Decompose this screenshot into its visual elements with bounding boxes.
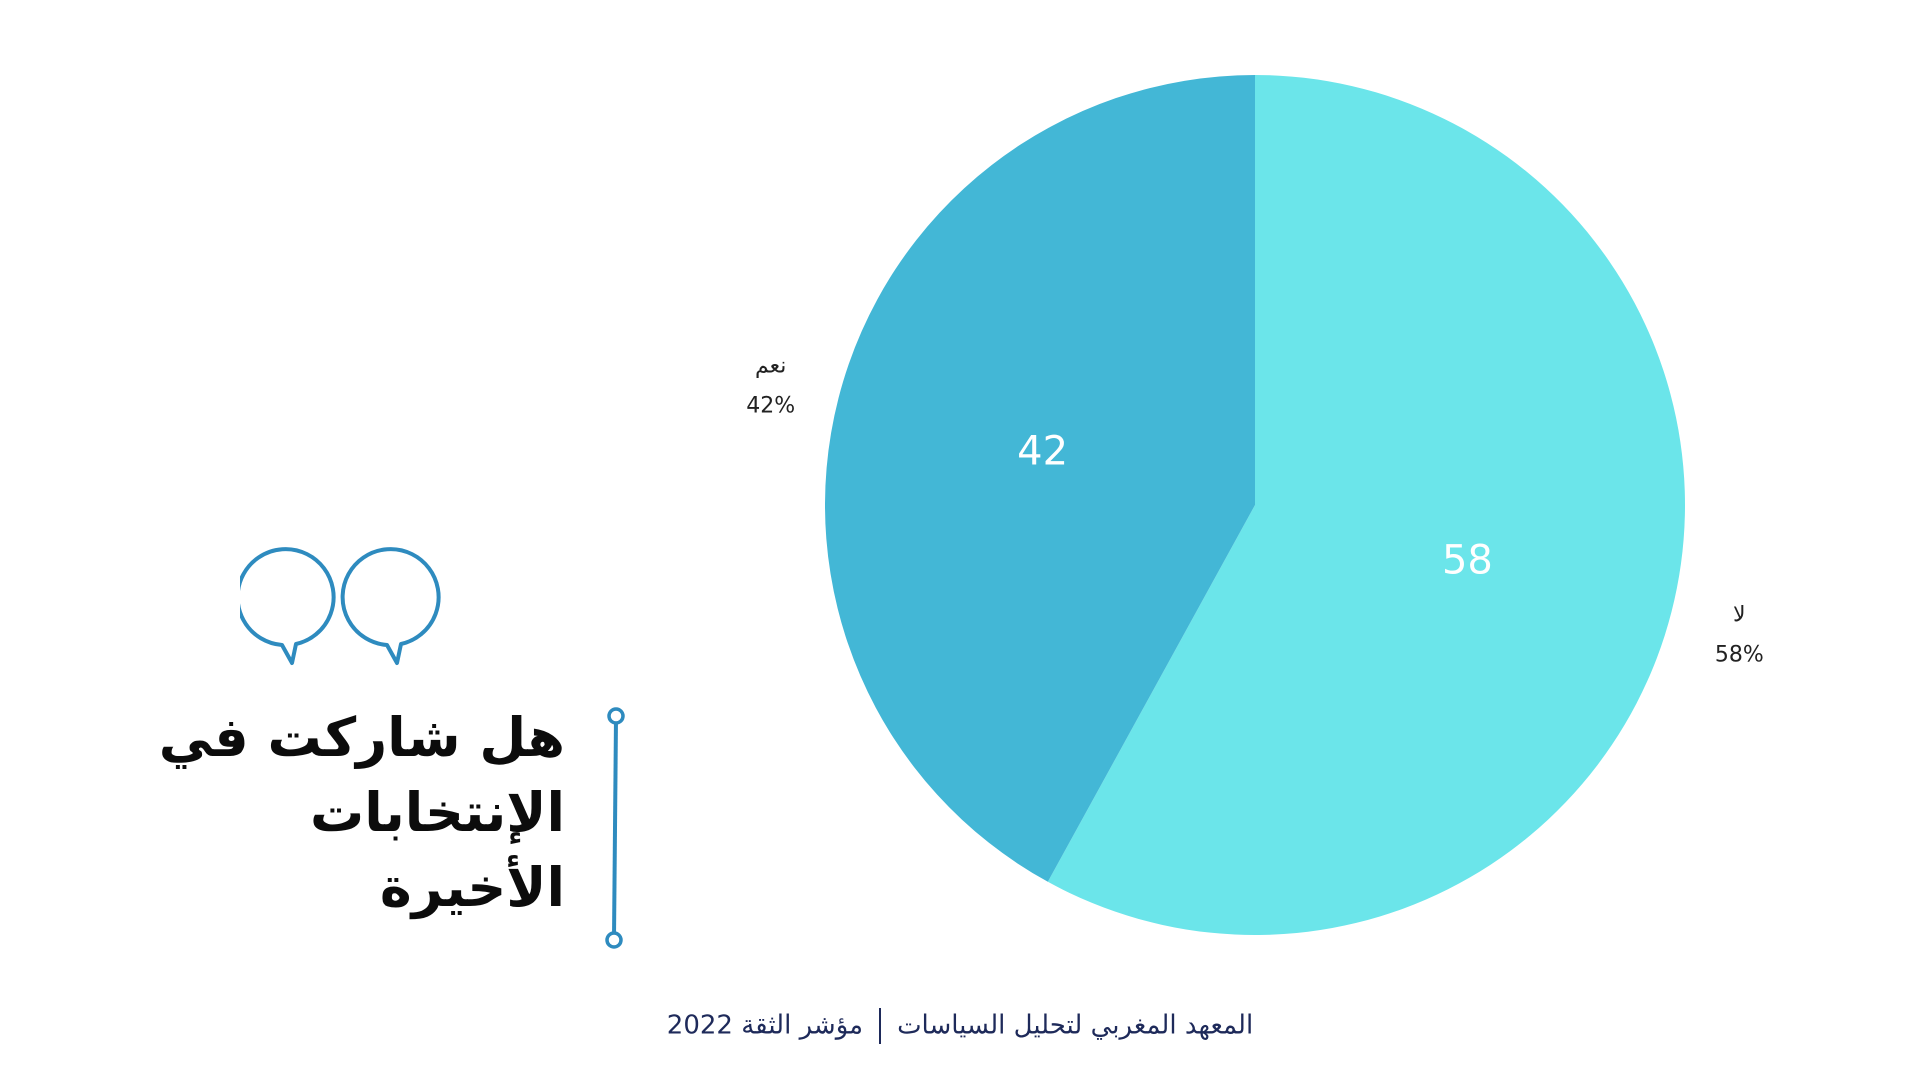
footer-index: مؤشر الثقة 2022 xyxy=(666,1010,864,1041)
pie-slice-1 xyxy=(1047,75,1686,935)
pie-slice-2 xyxy=(824,75,1255,882)
pie-labels: 58 لا 58% 42 نعم 42% xyxy=(746,354,1763,668)
footer-separator xyxy=(879,1008,882,1044)
slice-outer-label-2: نعم 42% xyxy=(746,354,795,419)
slice-outer-label-1: لا 58% xyxy=(1715,602,1764,667)
slice-category-2: نعم xyxy=(755,354,786,379)
title-line-1: هل شاركت في xyxy=(158,706,565,769)
title-line-3: الأخيرة xyxy=(379,856,565,919)
slice-value-label-2: 42 xyxy=(1017,428,1068,474)
page-title: هل شاركت في الإنتخابات الأخيرة xyxy=(100,700,565,925)
slice-percent-1: 58% xyxy=(1715,642,1764,667)
pie-slices xyxy=(824,75,1686,935)
footer-source: المعهد المغربي لتحليل السياسات xyxy=(897,1010,1254,1041)
title-line-2: الإنتخابات xyxy=(309,781,565,844)
vertical-line-icon xyxy=(605,707,625,949)
slice-value-label-1: 58 xyxy=(1442,538,1493,584)
footer: المعهد المغربي لتحليل السياسات مؤشر الثقة… xyxy=(560,1008,1360,1044)
slice-percent-2: 42% xyxy=(746,394,795,419)
slice-category-1: لا xyxy=(1733,602,1746,627)
quote-marks-icon xyxy=(240,547,441,665)
